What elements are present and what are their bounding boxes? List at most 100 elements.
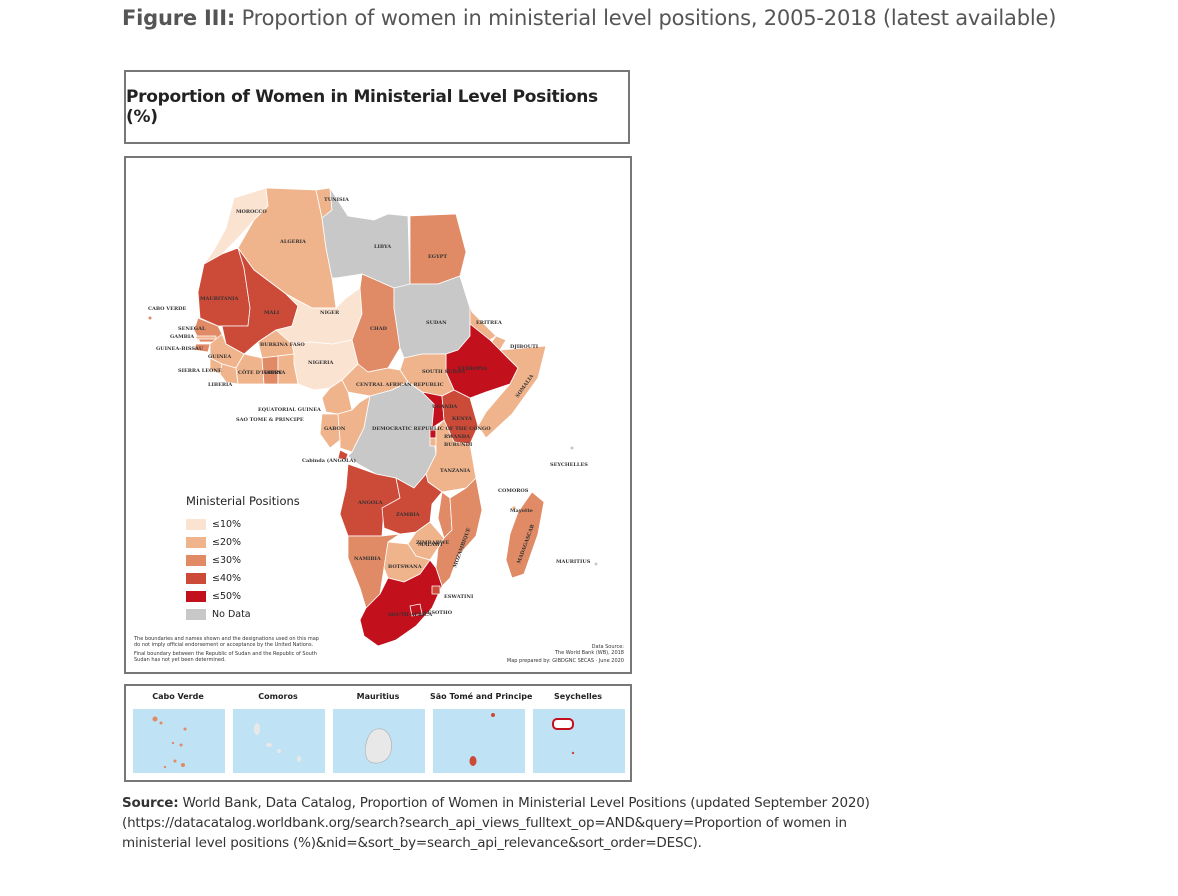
country-burundi <box>429 437 437 447</box>
label-malawi: MALAWI <box>418 542 443 548</box>
label-nigeria: NIGERIA <box>308 360 333 366</box>
disclaimer-line: do not imply official endorsement or acc… <box>134 642 314 648</box>
country-eswatini <box>431 585 441 595</box>
inset-seychelles: Seychelles <box>530 686 626 780</box>
label-tunisia: TUNISIA <box>324 197 349 203</box>
country-uganda <box>421 391 445 429</box>
label-senegal: SENEGAL <box>178 326 206 332</box>
inset-label: São Tomé and Principe <box>430 692 533 701</box>
credit-line: The World Bank (WB), 2018 <box>554 650 624 656</box>
label-angola: ANGOLA <box>357 500 383 506</box>
inset-comoros: Comoros <box>230 686 326 780</box>
legend-label: ≤40% <box>212 572 242 584</box>
map-disclaimer: The boundaries and names shown and the d… <box>134 636 319 663</box>
country-libya <box>321 187 411 289</box>
label-cabinda: Cabinda (ANGOLA) <box>302 457 356 464</box>
legend-item: ≤20% <box>186 533 300 551</box>
country-somalia <box>477 345 547 439</box>
source-note: Source: World Bank, Data Catalog, Propor… <box>122 793 882 853</box>
legend-label: ≤50% <box>212 590 242 602</box>
figure-label: Figure III: <box>122 6 236 30</box>
mauritius-island <box>365 728 392 764</box>
label-mayotte: Mayotte <box>510 508 533 514</box>
label-kenya: KENYA <box>452 416 472 422</box>
label-sierra-leone: SIERRA LEONE <box>178 368 222 374</box>
inset-sea <box>133 709 225 773</box>
inset-cabo-verde: Cabo Verde <box>130 686 226 780</box>
country-cabinda <box>337 449 349 461</box>
legend-swatch <box>186 554 206 566</box>
label-liberia: LIBERIA <box>208 382 232 388</box>
label-djibouti: DJIBOUTI <box>510 344 539 350</box>
legend-label: ≤10% <box>212 518 242 530</box>
country-namibia <box>347 533 401 609</box>
label-zambia: ZAMBIA <box>396 512 420 518</box>
inset-sea <box>233 709 325 773</box>
map-title: Proportion of Women in Ministerial Level… <box>126 87 598 127</box>
label-burkina: BURKINA FASO <box>260 342 305 348</box>
figure-caption: Figure III: Proportion of women in minis… <box>122 6 1122 30</box>
label-burundi: BURUNDI <box>444 442 473 448</box>
country-mauritius <box>594 562 598 566</box>
inset-sao-tome: São Tomé and Principe <box>430 686 533 780</box>
label-uganda: UGANDA <box>432 404 457 410</box>
country-egypt <box>407 213 467 285</box>
label-zimbabwe: ZIMBABWE <box>416 540 449 546</box>
legend-item: ≤50% <box>186 587 300 605</box>
label-south-sudan: SOUTH SUDAN <box>422 369 466 375</box>
country-madagascar <box>505 491 545 579</box>
country-gabon <box>319 413 341 449</box>
legend-label: ≤20% <box>212 536 242 548</box>
inset-label: Comoros <box>258 692 298 701</box>
island-insets: Cabo Verde Comoros Mauritius São Tomé an… <box>124 684 632 782</box>
label-libya: LIBYA <box>374 244 391 250</box>
disclaimer-line: Sudan has not yet been determined. <box>134 657 226 663</box>
label-namibia: NAMIBIA <box>354 556 381 562</box>
label-cabo-verde: CABO VERDE <box>148 306 186 312</box>
label-algeria: ALGERIA <box>279 239 306 245</box>
map-credits: Data Source: The World Bank (WB), 2018 M… <box>507 644 624 664</box>
label-cote: CÔTE D'IVOIRE <box>238 368 282 376</box>
source-text: World Bank, Data Catalog, Proportion of … <box>122 795 870 851</box>
label-stp: SAO TOME & PRINCIPE <box>236 417 304 423</box>
credit-line: Map prepared by: GIBDGNC SECAS · June 20… <box>506 658 624 664</box>
map-legend: Ministerial Positions ≤10% ≤20% ≤30% ≤40… <box>186 494 300 623</box>
label-car: CENTRAL AFRICAN REPUBLIC <box>356 382 444 388</box>
legend-swatch <box>186 536 206 548</box>
legend-title: Ministerial Positions <box>186 494 300 508</box>
map-title-box: Proportion of Women in Ministerial Level… <box>124 70 630 144</box>
legend-label: No Data <box>212 608 251 620</box>
country-gambia <box>195 335 217 340</box>
legend-item: No Data <box>186 605 300 623</box>
country-lesotho <box>409 603 423 617</box>
label-niger: NIGER <box>320 310 340 316</box>
label-gambia: GAMBIA <box>170 334 194 340</box>
legend-swatch <box>186 518 206 530</box>
label-gabon: GABON <box>324 426 346 432</box>
credit-line: Data Source: <box>591 644 624 650</box>
country-togo-benin <box>277 353 299 385</box>
label-ethiopia: ETHIOPIA <box>458 366 487 372</box>
country-south-africa <box>359 559 443 647</box>
label-guinea-bissau: GUINEA-BISSAU <box>156 346 204 352</box>
inset-label: Mauritius <box>356 692 400 701</box>
comoros-islands <box>254 723 301 762</box>
inset-mauritius: Mauritius <box>330 686 426 780</box>
label-sudan: SUDAN <box>426 320 447 326</box>
country-cabo-verde <box>148 316 152 320</box>
legend-swatch <box>186 590 206 602</box>
label-rwanda: RWANDA <box>444 434 470 440</box>
country-guinea-bissau <box>193 343 211 353</box>
country-sudan <box>393 275 471 359</box>
label-south-africa: SOUTH AFRICA <box>388 612 432 618</box>
disclaimer-line: The boundaries and names shown and the d… <box>134 636 319 642</box>
inset-sea <box>433 709 525 773</box>
legend-label: ≤30% <box>212 554 242 566</box>
label-eq-guinea: EQUATORIAL GUINEA <box>258 407 321 413</box>
country-seychelles <box>570 446 574 450</box>
label-egypt: EGYPT <box>428 254 447 260</box>
label-ghana: GHANA <box>264 370 285 376</box>
label-chad: CHAD <box>370 326 388 332</box>
label-mali: MALI <box>264 310 280 316</box>
inset-label: Cabo Verde <box>152 692 204 701</box>
